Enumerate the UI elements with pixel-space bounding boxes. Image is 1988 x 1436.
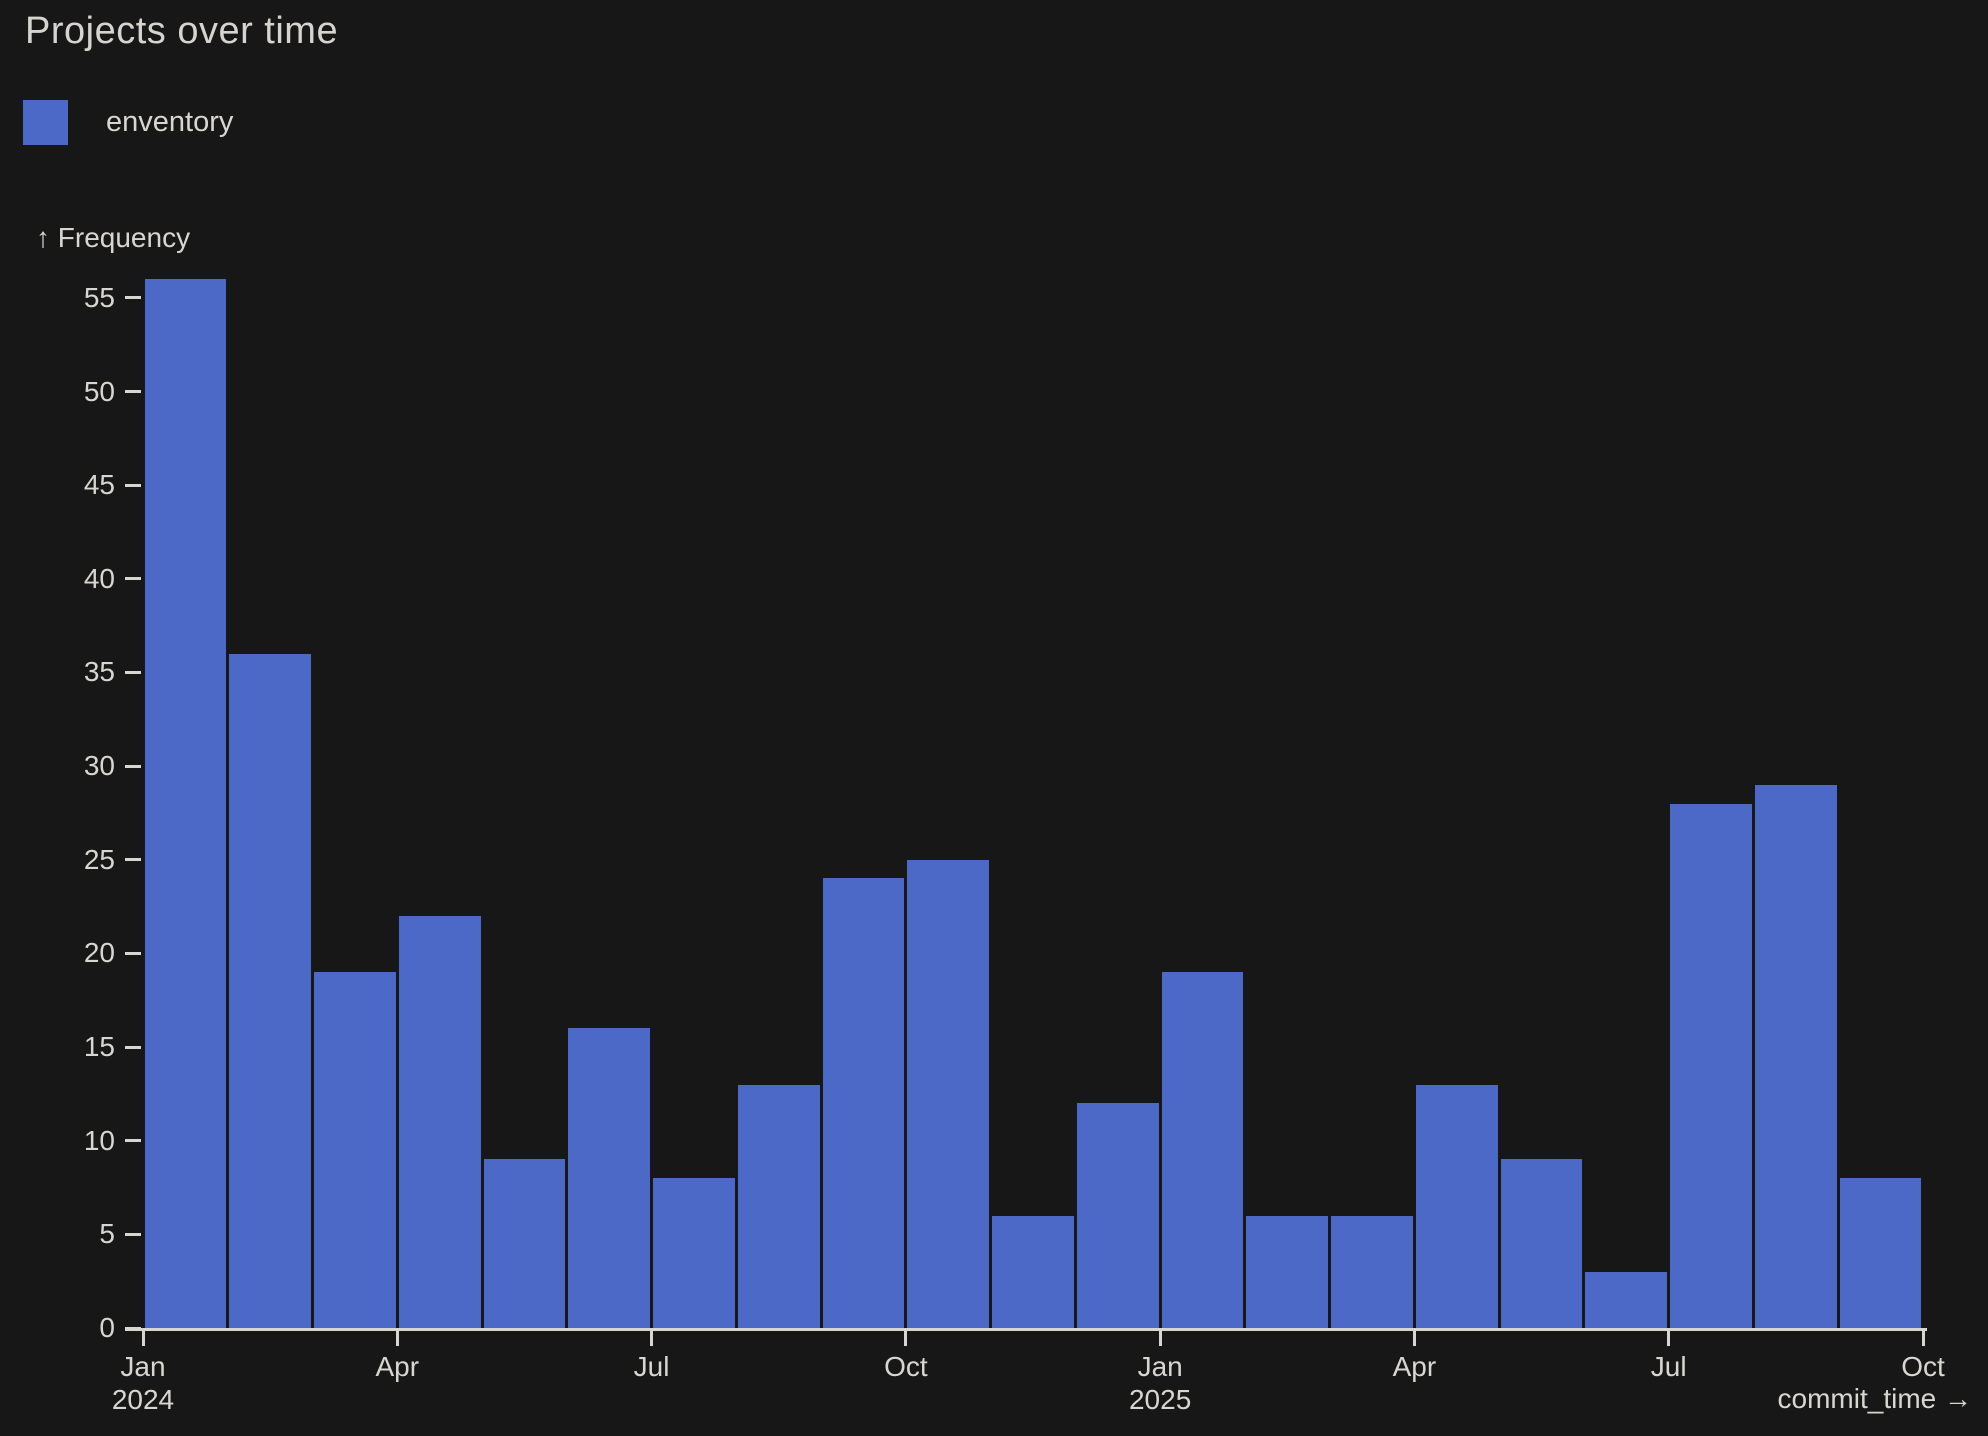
y-axis-tick-mark (125, 764, 141, 768)
bar-aug-2025 (1754, 784, 1837, 1328)
legend: enventory (23, 100, 233, 145)
x-axis-tick-mark (1158, 1331, 1162, 1346)
y-axis-tick-mark (125, 1139, 141, 1143)
y-axis-tick-mark (125, 483, 141, 487)
y-axis-tick-label: 10 (83, 1124, 115, 1156)
bar-jan-2025 (1161, 972, 1244, 1328)
y-axis-tick-label: 35 (83, 656, 115, 688)
x-axis-title: commit_time → (1777, 1383, 1972, 1414)
x-axis-tick-mark (650, 1331, 654, 1346)
x-axis-tick-mark (1667, 1331, 1671, 1346)
y-axis-tick-mark (125, 1232, 141, 1236)
x-axis-tick-label: Oct (1901, 1351, 1945, 1382)
y-axis-tick-mark (125, 577, 141, 581)
y-axis-tick-label: 55 (83, 281, 115, 313)
legend-swatch-icon (23, 100, 68, 145)
x-axis-baseline (125, 1328, 1927, 1331)
x-axis-tick-mark (1412, 1331, 1416, 1346)
bar-mar-2025 (1331, 1215, 1413, 1328)
bar-aug-2024 (737, 1084, 820, 1328)
y-axis-tick-mark (125, 858, 141, 862)
y-axis-tick-label: 5 (99, 1218, 115, 1250)
bar-sep-2024 (822, 878, 905, 1328)
page-title: Projects over time (25, 10, 339, 52)
y-axis-tick-mark (125, 296, 141, 300)
bar-jul-2024 (653, 1178, 735, 1328)
y-axis-title: ↑ Frequency (36, 222, 191, 253)
bar-dec-2024 (1076, 1103, 1159, 1328)
y-axis-tick-label: 25 (83, 843, 115, 875)
bar-apr-2024 (398, 915, 481, 1328)
bar-feb-2025 (1246, 1215, 1329, 1328)
bar-mar-2024 (314, 972, 396, 1328)
y-axis-tick-label: 50 (83, 375, 115, 407)
bar-jul-2025 (1670, 803, 1752, 1328)
bar-jun-2025 (1585, 1271, 1668, 1328)
x-axis-tick-mark (141, 1331, 145, 1346)
bar-feb-2024 (229, 653, 311, 1328)
y-axis-tick-mark (125, 390, 141, 393)
x-axis-tick-label: Jan 2025 (1128, 1351, 1192, 1415)
x-axis-tick-label: Apr (1392, 1351, 1437, 1382)
x-axis-tick-label: Apr (375, 1351, 420, 1382)
bar-jun-2024 (568, 1028, 651, 1328)
y-axis-tick-label: 15 (83, 1031, 115, 1063)
y-axis-tick-label: 45 (83, 469, 115, 501)
x-axis-tick-label: Jan 2024 (111, 1351, 175, 1415)
x-axis-tick-mark (1921, 1331, 1925, 1346)
bar-jan-2024 (144, 279, 227, 1328)
x-axis-tick-mark (395, 1331, 399, 1346)
y-axis-tick-label: 40 (83, 562, 115, 594)
bar-sep-2025 (1839, 1178, 1922, 1328)
y-axis-tick-mark (125, 670, 141, 674)
y-axis-tick-mark (125, 1045, 141, 1049)
x-axis-tick-label: Oct (884, 1351, 928, 1382)
x-axis-tick-label: Jul (1650, 1351, 1687, 1382)
x-axis-tick-mark (904, 1331, 908, 1346)
y-axis-tick-label: 30 (83, 750, 115, 782)
bar-oct-2024 (907, 859, 990, 1328)
bar-may-2025 (1500, 1159, 1583, 1328)
bar-nov-2024 (992, 1215, 1074, 1328)
y-axis-tick-label: 20 (83, 937, 115, 969)
bar-may-2024 (483, 1159, 566, 1328)
bar-apr-2025 (1415, 1084, 1498, 1328)
y-axis-tick-label: 0 (99, 1312, 115, 1343)
legend-label: enventory (106, 106, 234, 138)
x-axis-tick-label: Jul (633, 1351, 670, 1382)
y-axis-tick-mark (125, 951, 141, 955)
